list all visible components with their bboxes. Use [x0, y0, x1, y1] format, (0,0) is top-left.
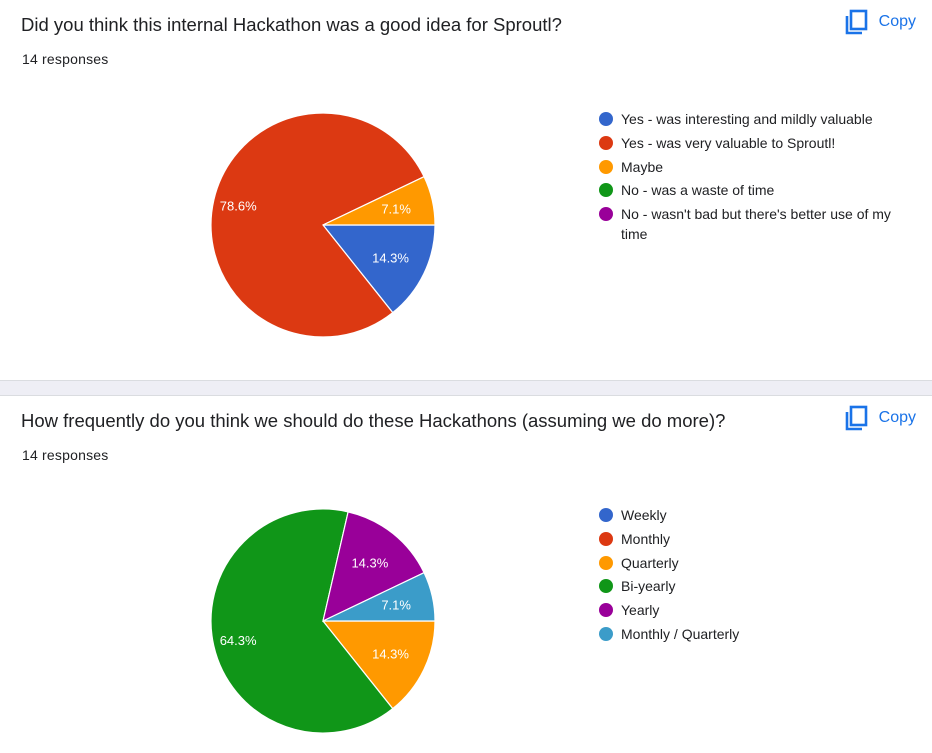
pie-slice-label: 7.1%	[381, 201, 411, 216]
copy-icon	[843, 8, 869, 36]
legend-label: Yes - was very valuable to Sproutl!	[621, 134, 836, 151]
question-title: How frequently do you think we should do…	[21, 410, 726, 431]
legend-item-maybe[interactable]: Maybe	[599, 157, 919, 177]
legend-item-bi-yearly[interactable]: Bi-yearly	[599, 576, 919, 596]
pie-slice-quarterly[interactable]	[321, 620, 436, 710]
legend-label: Bi-yearly	[621, 578, 676, 595]
legend-label: Maybe	[621, 158, 664, 175]
legend-item-no-was-a-waste-of-time[interactable]: No - was a waste of time	[599, 180, 919, 200]
copy-label: Copy	[878, 13, 916, 30]
chart-legend: Yes - was interesting and mildly valuabl…	[599, 109, 919, 248]
legend-label: No - was a waste of time	[621, 182, 775, 199]
legend-item-yes-was-very-valuable-to-sproutl[interactable]: Yes - was very valuable to Sproutl!	[599, 133, 919, 153]
pie-slice-yes-was-interesting-and-mildly-valuable[interactable]	[321, 224, 436, 314]
question-card-hackathon-frequency: How frequently do you think we should do…	[0, 396, 932, 753]
legend-label: Monthly / Quarterly	[621, 625, 740, 642]
legend-swatch	[599, 508, 613, 522]
copy-chart-button[interactable]: Copy	[843, 404, 916, 432]
question-title: Did you think this internal Hackathon wa…	[21, 14, 562, 35]
pie-slice-yearly[interactable]	[322, 511, 425, 623]
legend-item-yes-was-interesting-and-mildly-valuable[interactable]: Yes - was interesting and mildly valuabl…	[599, 109, 919, 129]
pie-slice-label: 64.3%	[220, 633, 257, 648]
legend-label: Yearly	[621, 602, 660, 619]
legend-item-monthly[interactable]: Monthly	[599, 529, 919, 549]
pie-slice-label: 78.6%	[220, 198, 257, 213]
legend-swatch	[599, 603, 613, 618]
pie-slice-label: 14.3%	[351, 555, 388, 570]
legend-label: Yes - was interesting and mildly valuabl…	[621, 111, 873, 127]
legend-swatch	[599, 579, 613, 594]
legend-swatch	[599, 626, 613, 641]
legend-swatch	[599, 112, 613, 126]
pie-chart: 14.3% 64.3% 14.3% 7.1%	[210, 508, 436, 734]
copy-icon	[843, 404, 869, 432]
chart-legend: Weekly Monthly Quarterly Bi-yearly Yearly Mon…	[599, 505, 919, 648]
pie-slice-label: 14.3%	[372, 647, 409, 662]
legend-label: No - wasn't bad but there's better use o…	[621, 206, 891, 243]
legend-item-no-wasn-t-bad-but-there-s-better-use-of-my-time[interactable]: No - wasn't bad but there's better use o…	[599, 204, 919, 244]
question-card-hackathon-idea: Did you think this internal Hackathon wa…	[21, 8, 919, 338]
card-divider	[0, 380, 932, 396]
legend-label: Monthly	[621, 530, 671, 547]
copy-label: Copy	[878, 409, 916, 426]
legend-label: Weekly	[621, 507, 667, 523]
legend-item-weekly[interactable]: Weekly	[599, 505, 919, 525]
pie-slice-label: 7.1%	[381, 597, 411, 612]
legend-swatch	[599, 531, 613, 546]
pie-slice-monthly-quarterly[interactable]	[322, 571, 436, 622]
pie-chart: 14.3% 78.6% 7.1%	[210, 112, 436, 338]
copy-chart-button[interactable]: Copy	[843, 8, 916, 36]
legend-swatch	[599, 159, 613, 174]
legend-swatch	[599, 207, 613, 222]
legend-swatch	[599, 555, 613, 570]
legend-swatch	[599, 183, 613, 198]
legend-item-yearly[interactable]: Yearly	[599, 600, 919, 620]
legend-swatch	[599, 135, 613, 150]
legend-label: Quarterly	[621, 554, 679, 571]
pie-slice-maybe[interactable]	[322, 175, 436, 226]
pie-slice-bi-yearly[interactable]	[210, 508, 394, 734]
pie-slice-label: 14.3%	[372, 251, 409, 266]
response-count: 14 responses	[22, 447, 109, 463]
legend-item-monthly-quarterly[interactable]: Monthly / Quarterly	[599, 624, 919, 644]
legend-item-quarterly[interactable]: Quarterly	[599, 553, 919, 573]
response-count: 14 responses	[22, 51, 109, 67]
pie-slice-yes-was-very-valuable-to-sproutl[interactable]	[210, 112, 425, 338]
